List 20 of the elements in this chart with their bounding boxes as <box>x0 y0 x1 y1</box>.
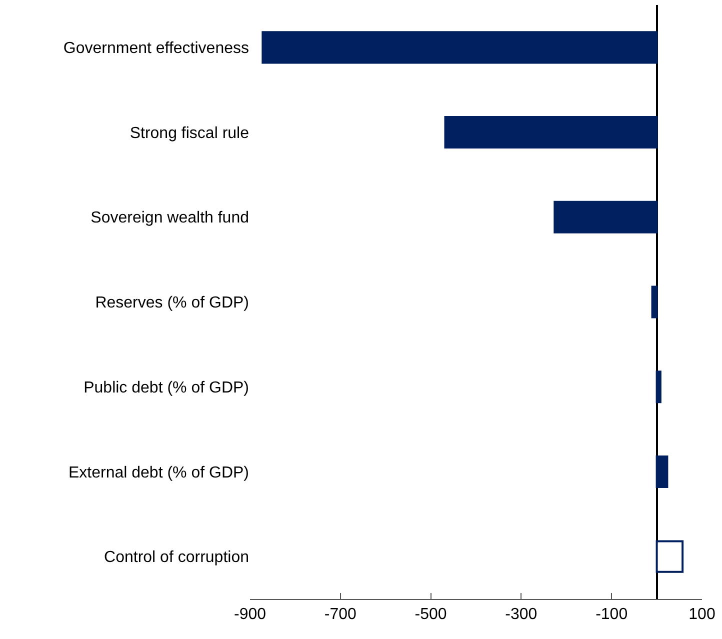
bar <box>554 200 658 234</box>
x-tick-label: -500 <box>414 606 447 624</box>
y-tick-label: External debt (% of GDP) <box>68 464 249 482</box>
x-tick-label: -100 <box>596 606 628 624</box>
bar <box>656 540 684 573</box>
x-tick-label: 100 <box>688 606 716 624</box>
bar <box>651 286 658 318</box>
x-tick-label: -700 <box>324 606 357 624</box>
y-tick-label: Sovereign wealth fund <box>90 210 249 227</box>
y-tick-label: Public debt (% of GDP) <box>84 379 249 396</box>
bar <box>262 31 658 64</box>
bar <box>444 116 658 149</box>
bar <box>656 455 668 488</box>
y-tick-label: Strong fiscal rule <box>130 124 250 142</box>
x-tick-label: -300 <box>505 606 538 624</box>
y-tick-label: Control of corruption <box>104 549 249 566</box>
bar <box>656 370 662 404</box>
y-tick-label: Government effectiveness <box>63 40 249 58</box>
y-tick-label: Reserves (% of GDP) <box>95 294 249 312</box>
x-tick-label: -900 <box>234 606 266 624</box>
